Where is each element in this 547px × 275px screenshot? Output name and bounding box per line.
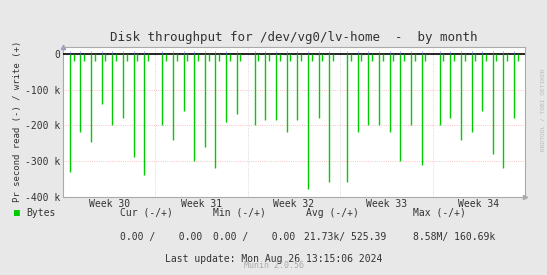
Text: 0.00 /    0.00: 0.00 / 0.00	[120, 232, 202, 242]
Text: 21.73k/ 525.39: 21.73k/ 525.39	[304, 232, 386, 242]
Text: 0.00 /    0.00: 0.00 / 0.00	[213, 232, 295, 242]
Text: Munin 2.0.56: Munin 2.0.56	[243, 261, 304, 270]
Text: Avg (-/+): Avg (-/+)	[306, 208, 359, 218]
Text: ■: ■	[14, 208, 20, 218]
Text: Min (-/+): Min (-/+)	[213, 208, 266, 218]
Y-axis label: Pr second read (-) / write (+): Pr second read (-) / write (+)	[13, 41, 22, 202]
Text: 8.58M/ 160.69k: 8.58M/ 160.69k	[413, 232, 495, 242]
Text: Bytes: Bytes	[26, 208, 56, 218]
Text: Last update: Mon Aug 26 13:15:06 2024: Last update: Mon Aug 26 13:15:06 2024	[165, 254, 382, 264]
Text: Max (-/+): Max (-/+)	[413, 208, 466, 218]
Title: Disk throughput for /dev/vg0/lv-home  -  by month: Disk throughput for /dev/vg0/lv-home - b…	[110, 31, 478, 44]
Text: Cur (-/+): Cur (-/+)	[120, 208, 173, 218]
Text: RRDTOOL / TOBI OETIKER: RRDTOOL / TOBI OETIKER	[541, 69, 546, 151]
